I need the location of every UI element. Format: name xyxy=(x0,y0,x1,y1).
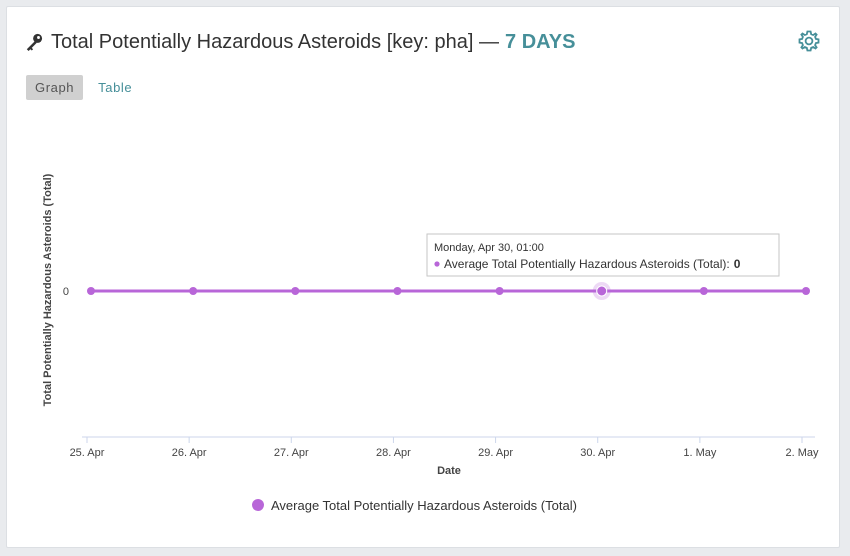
y-tick-label: 0 xyxy=(63,286,69,298)
chart-card: Total Potentially Hazardous Asteroids [k… xyxy=(6,6,840,548)
tab-graph[interactable]: Graph xyxy=(26,75,84,100)
x-axis-title: Date xyxy=(437,465,461,477)
data-point[interactable] xyxy=(87,287,95,295)
card-header: Total Potentially Hazardous Asteroids [k… xyxy=(25,27,821,57)
legend-label[interactable]: Average Total Potentially Hazardous Aste… xyxy=(271,498,577,513)
gear-icon[interactable] xyxy=(797,29,821,53)
x-tick-label: 1. May xyxy=(683,447,717,459)
view-tabs: Graph Table xyxy=(26,75,141,100)
tooltip-box xyxy=(426,233,780,277)
data-point[interactable] xyxy=(802,287,810,295)
data-point[interactable] xyxy=(393,287,402,295)
y-axis-title: Total Potentially Hazardous Asteroids (T… xyxy=(42,173,54,406)
title-text: Total Potentially Hazardous Asteroids [k… xyxy=(51,30,500,53)
data-point[interactable] xyxy=(699,287,708,295)
data-point[interactable] xyxy=(291,287,300,295)
legend-marker xyxy=(252,499,264,511)
page-title: Total Potentially Hazardous Asteroids [k… xyxy=(51,31,575,54)
x-tick-label: 29. Apr xyxy=(478,447,513,459)
title-wrap: Total Potentially Hazardous Asteroids [k… xyxy=(25,31,575,54)
tooltip: Monday, Apr 30, 01:00 Average Total Pote… xyxy=(426,233,780,277)
data-point[interactable] xyxy=(495,287,504,295)
tooltip-series-marker xyxy=(434,261,440,267)
legend[interactable]: Average Total Potentially Hazardous Aste… xyxy=(252,498,577,513)
key-icon xyxy=(26,33,43,51)
tooltip-value: 0 xyxy=(734,257,741,271)
x-tick-label: 27. Apr xyxy=(274,447,309,459)
tooltip-line: Average Total Potentially Hazardous Aste… xyxy=(444,257,741,271)
data-point[interactable] xyxy=(596,285,608,297)
data-point[interactable] xyxy=(189,287,198,295)
tooltip-series-label: Average Total Potentially Hazardous Aste… xyxy=(444,257,730,271)
x-tick-label: 25. Apr xyxy=(70,447,105,459)
x-tick-label: 30. Apr xyxy=(580,447,615,459)
x-tick-label: 28. Apr xyxy=(376,447,411,459)
tab-table[interactable]: Table xyxy=(98,80,133,95)
period-label: 7 DAYS xyxy=(505,30,576,53)
x-tick-label: 26. Apr xyxy=(172,447,207,459)
tooltip-date: Monday, Apr 30, 01:00 xyxy=(434,242,544,254)
plot-area: 0 25. Apr 26. Apr 27. Apr 28. Apr 29. Apr 30. … xyxy=(63,282,819,459)
x-tick-label: 2. May xyxy=(785,447,819,459)
